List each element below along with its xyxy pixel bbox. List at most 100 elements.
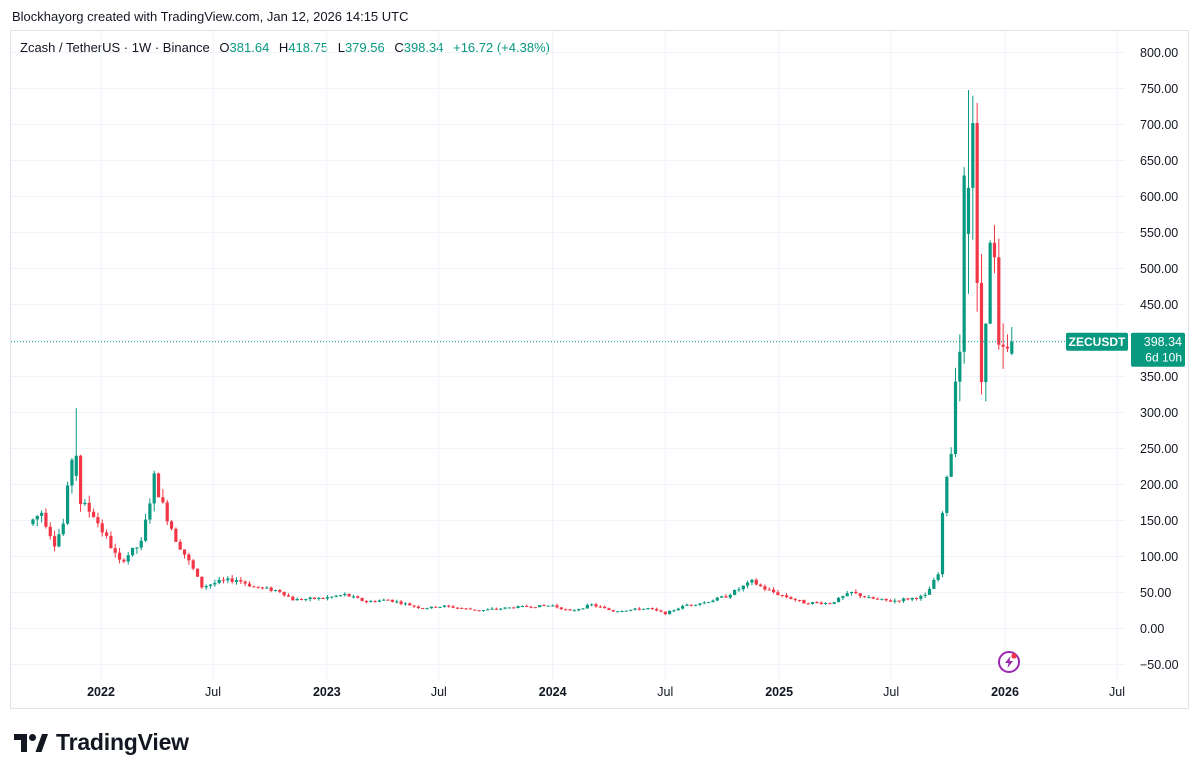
candle bbox=[425, 607, 429, 610]
candle bbox=[226, 576, 230, 584]
candle bbox=[984, 322, 988, 402]
candle bbox=[763, 584, 767, 592]
candle bbox=[48, 522, 52, 540]
candle bbox=[711, 599, 715, 603]
candle bbox=[338, 594, 343, 597]
candle bbox=[845, 590, 849, 597]
candle bbox=[139, 537, 143, 551]
price-tag: ZECUSDT 398.34 6d 10h bbox=[1066, 332, 1185, 367]
candle bbox=[278, 588, 282, 594]
candle bbox=[767, 587, 771, 591]
candle bbox=[174, 527, 178, 542]
candle bbox=[473, 609, 477, 611]
candle bbox=[74, 408, 78, 481]
x-tick-label: Jul bbox=[657, 685, 673, 699]
candle bbox=[295, 597, 299, 601]
candle bbox=[252, 585, 256, 588]
candle bbox=[408, 602, 412, 606]
candle bbox=[243, 580, 247, 587]
candle bbox=[529, 605, 533, 609]
candle bbox=[897, 600, 901, 603]
symbol-title[interactable]: Zcash / TetherUS · 1W · Binance bbox=[20, 40, 210, 55]
candle bbox=[334, 594, 338, 598]
candle bbox=[117, 547, 122, 564]
candle bbox=[707, 601, 711, 604]
candle bbox=[551, 604, 555, 607]
candle bbox=[884, 598, 888, 602]
candle bbox=[564, 608, 568, 611]
y-tick-label: 150.00 bbox=[1140, 514, 1178, 528]
candle bbox=[61, 518, 65, 537]
candle bbox=[503, 606, 507, 610]
y-tick-label: 650.00 bbox=[1140, 154, 1178, 168]
candle bbox=[668, 610, 672, 615]
candle bbox=[919, 594, 923, 601]
candle bbox=[893, 598, 897, 604]
candle bbox=[321, 597, 325, 599]
candle bbox=[923, 592, 927, 598]
candle bbox=[936, 571, 940, 582]
candle bbox=[914, 597, 919, 601]
candle bbox=[581, 607, 585, 610]
candle bbox=[113, 543, 117, 558]
candle bbox=[382, 598, 386, 601]
x-tick-label: Jul bbox=[431, 685, 447, 699]
candle bbox=[434, 606, 438, 609]
change-value: +16.72 (+4.38%) bbox=[453, 40, 550, 55]
candle bbox=[460, 607, 464, 609]
candle bbox=[724, 593, 728, 598]
candle bbox=[1001, 323, 1005, 369]
time-axis[interactable]: 2022 Jul 2023 Jul 2024 Jul 2025 Jul 2026 Jul bbox=[87, 685, 1125, 699]
candle bbox=[364, 600, 369, 604]
candle bbox=[178, 539, 182, 551]
candle bbox=[161, 489, 165, 504]
candle bbox=[577, 608, 581, 612]
candle bbox=[642, 608, 646, 610]
price-tag-text: 398.34 bbox=[1144, 335, 1182, 349]
candle bbox=[650, 607, 654, 610]
candle bbox=[733, 589, 737, 596]
tradingview-logo[interactable]: TradingView bbox=[14, 729, 189, 756]
candle bbox=[234, 577, 239, 585]
y-tick-label: 550.00 bbox=[1140, 226, 1178, 240]
candle bbox=[312, 597, 317, 600]
candle bbox=[260, 586, 265, 590]
candle bbox=[862, 595, 867, 598]
y-tick-label: 750.00 bbox=[1140, 82, 1178, 96]
candle bbox=[841, 595, 845, 601]
candle bbox=[377, 599, 382, 603]
candle bbox=[793, 597, 797, 602]
y-tick-label: 500.00 bbox=[1140, 262, 1178, 276]
candle bbox=[758, 583, 763, 587]
candle bbox=[880, 598, 884, 601]
y-tick-label: 350.00 bbox=[1140, 370, 1178, 384]
candle bbox=[416, 605, 421, 610]
x-tick-label: 2025 bbox=[765, 685, 793, 699]
candle bbox=[966, 89, 971, 294]
candle bbox=[789, 596, 793, 600]
candle bbox=[815, 601, 819, 604]
candle bbox=[932, 577, 936, 590]
brand-name: TradingView bbox=[56, 729, 189, 755]
candle bbox=[698, 602, 702, 607]
lightning-event-icon[interactable] bbox=[998, 651, 1020, 673]
candle bbox=[464, 608, 468, 610]
candle bbox=[57, 528, 61, 548]
candle bbox=[360, 597, 364, 602]
candle bbox=[949, 447, 953, 478]
candle bbox=[308, 596, 312, 602]
ticker-tag-text: ZECUSDT bbox=[1069, 335, 1126, 349]
candle bbox=[533, 607, 537, 609]
x-tick-label: Jul bbox=[883, 685, 899, 699]
candle bbox=[979, 254, 984, 395]
candle bbox=[230, 575, 234, 584]
candle bbox=[403, 602, 408, 606]
candle bbox=[291, 595, 295, 601]
y-tick-label: 700.00 bbox=[1140, 118, 1178, 132]
candle bbox=[351, 594, 356, 599]
candle bbox=[468, 607, 472, 610]
tradingview-logo-icon bbox=[14, 733, 48, 752]
candle bbox=[451, 605, 455, 609]
candle bbox=[1010, 327, 1014, 356]
